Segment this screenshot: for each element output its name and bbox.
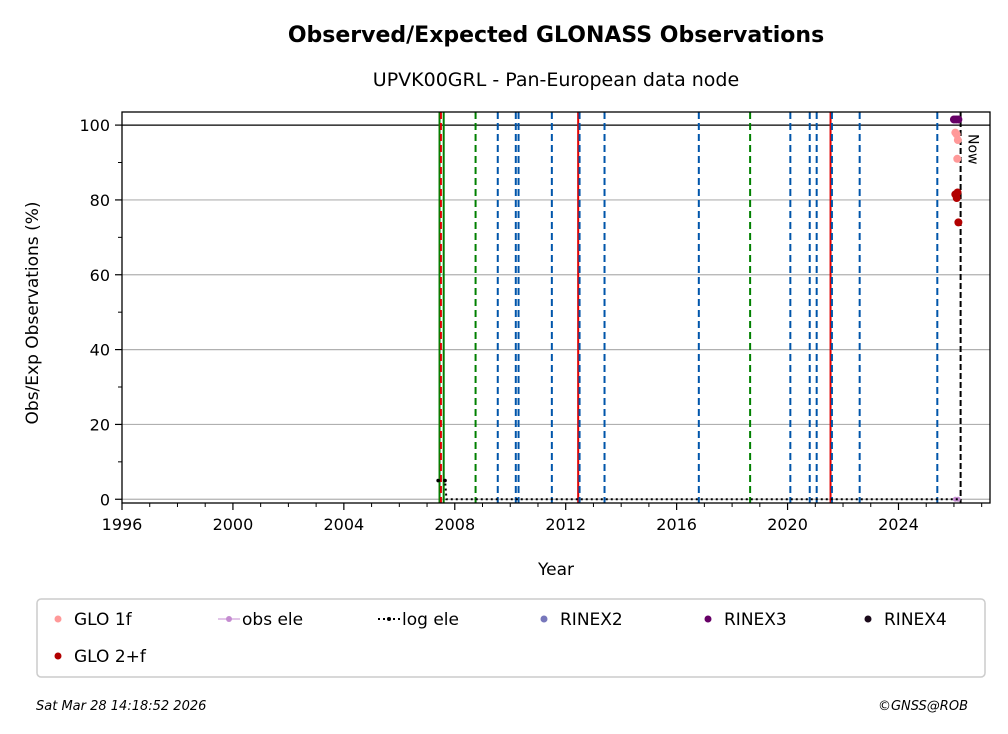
legend-label: GLO 1f [74,610,133,630]
series-point [953,154,962,163]
chart-subtitle: UPVK00GRL - Pan-European data node [373,69,739,91]
legend-item: RINEX3 [704,610,787,630]
series-point [953,188,962,197]
legend-swatch [704,615,712,623]
series-point [953,136,962,145]
x-tick-label: 1996 [102,515,143,534]
legend-label: RINEX2 [560,610,623,630]
legend-swatch [387,617,391,621]
legend-swatch [54,615,62,623]
y-tick-label: 80 [90,191,110,210]
x-axis-label: Year [537,560,574,580]
series-line [438,479,961,501]
x-tick-label: 2020 [767,515,808,534]
legend-item: RINEX4 [864,610,947,630]
series-point [443,478,447,483]
legend-swatch [226,616,232,622]
series-point [954,218,963,227]
legend-swatch [540,615,548,623]
series-point [436,478,440,483]
legend-swatch [54,652,62,660]
legend: GLO 1f obs ele log ele RINEX2 RINEX3 RINEX4 GL… [36,598,986,678]
x-tick-label: 2024 [878,515,919,534]
y-tick-label: 60 [90,266,110,285]
legend-label: GLO 2+f [74,647,147,667]
legend-frame [36,598,986,678]
x-tick-label: 2000 [213,515,254,534]
x-tick-label: 2016 [656,515,697,534]
x-tick-label: 2012 [545,515,586,534]
legend-label: RINEX3 [724,610,787,630]
legend-swatch [864,615,872,623]
legend-item: log ele [378,610,459,630]
footer-timestamp: Sat Mar 28 14:18:52 2026 [36,699,206,714]
now-label: Now [965,134,981,165]
series-point [955,496,961,502]
legend-item: obs ele [218,610,303,630]
y-tick-label: 0 [100,490,110,509]
y-tick-label: 20 [90,415,110,434]
x-tick-label: 2004 [323,515,364,534]
legend-item: RINEX2 [540,610,623,630]
y-tick-label: 40 [90,341,110,360]
legend-label: log ele [402,610,459,630]
chart-title: Observed/Expected GLONASS Observations [288,23,824,48]
y-axis-label: Obs/Exp Observations (%) [23,202,43,425]
series-point [954,115,963,124]
axes-frame [121,111,991,504]
plot-area: Now 1996 2000 2004 2008 2012 2016 2020 2024 0 20 40… [79,111,991,534]
footer-credit: ©GNSS@ROB [878,699,968,714]
legend-item: GLO 1f [54,610,133,630]
x-tick-label: 2008 [434,515,475,534]
legend-item: GLO 2+f [54,647,147,667]
y-tick-label: 100 [79,116,110,135]
legend-label: obs ele [242,610,303,630]
legend-label: RINEX4 [884,610,947,630]
